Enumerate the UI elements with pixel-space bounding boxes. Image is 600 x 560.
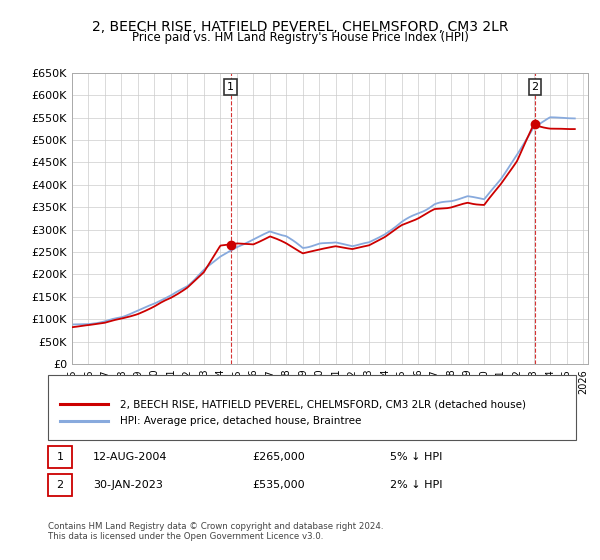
Text: 2: 2 [56,480,64,490]
Text: 12-AUG-2004: 12-AUG-2004 [93,452,167,462]
Text: 1: 1 [56,452,64,462]
Text: 2: 2 [532,82,538,92]
Text: Contains HM Land Registry data © Crown copyright and database right 2024.
This d: Contains HM Land Registry data © Crown c… [48,522,383,542]
Text: 30-JAN-2023: 30-JAN-2023 [93,480,163,490]
Text: £265,000: £265,000 [252,452,305,462]
Text: 2, BEECH RISE, HATFIELD PEVEREL, CHELMSFORD, CM3 2LR: 2, BEECH RISE, HATFIELD PEVEREL, CHELMSF… [92,20,508,34]
Text: £535,000: £535,000 [252,480,305,490]
Text: 2, BEECH RISE, HATFIELD PEVEREL, CHELMSFORD, CM3 2LR (detached house): 2, BEECH RISE, HATFIELD PEVEREL, CHELMSF… [120,399,526,409]
Text: HPI: Average price, detached house, Braintree: HPI: Average price, detached house, Brai… [120,416,361,426]
Text: 1: 1 [227,82,234,92]
Text: 5% ↓ HPI: 5% ↓ HPI [390,452,442,462]
Text: Price paid vs. HM Land Registry's House Price Index (HPI): Price paid vs. HM Land Registry's House … [131,31,469,44]
Text: 2% ↓ HPI: 2% ↓ HPI [390,480,443,490]
